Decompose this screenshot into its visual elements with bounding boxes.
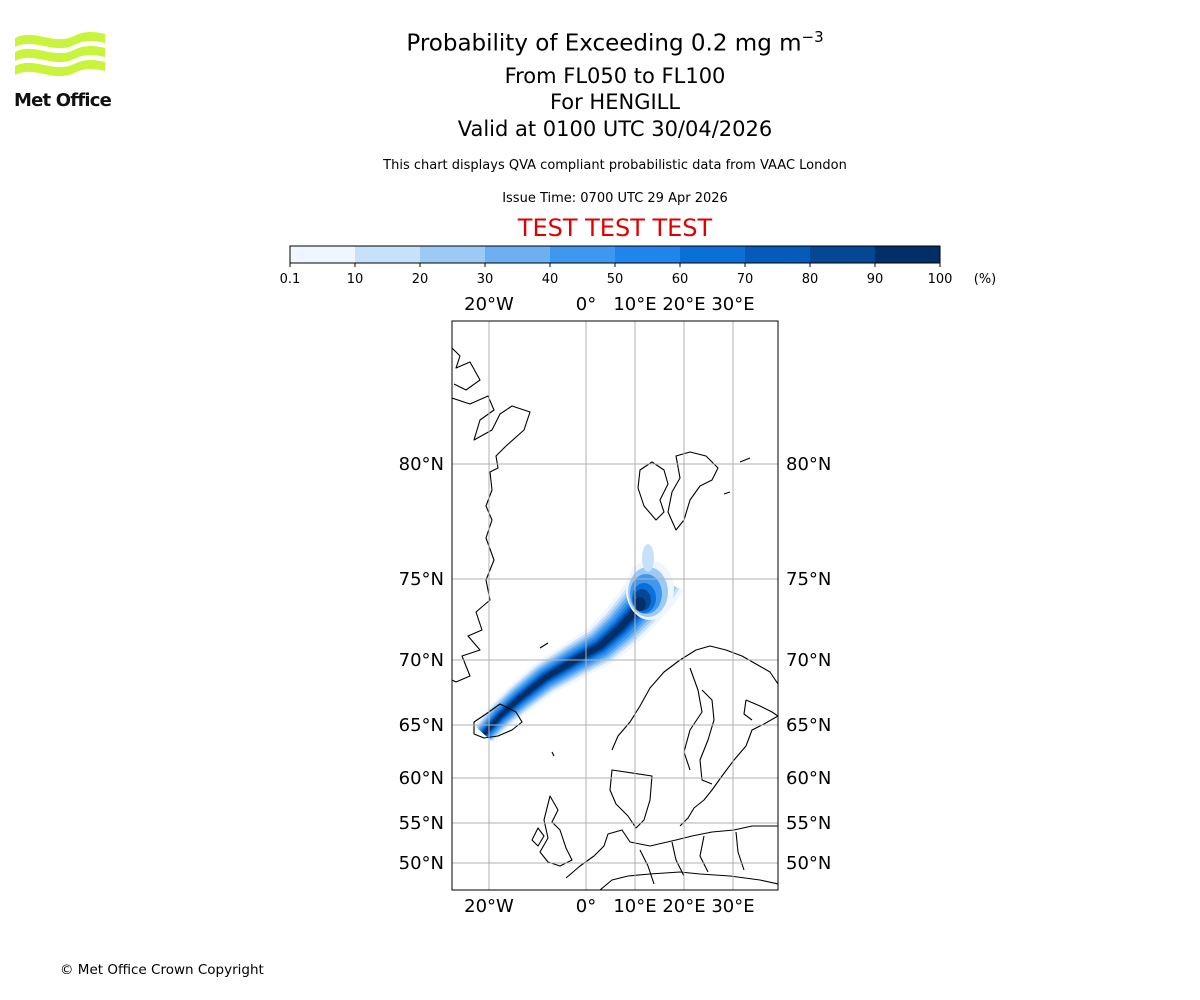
colorbar-tick-label: 0.1 (280, 272, 301, 287)
logo-wave-1 (15, 46, 105, 63)
longitude-label: 30°E (711, 294, 754, 315)
volcano-name: For HENGILL (549, 90, 681, 114)
colorbar-swatch (680, 246, 746, 263)
test-banner: TEST TEST TEST (517, 214, 713, 242)
longitude-label: 30°E (711, 896, 754, 917)
colorbar-tick-label: 20 (412, 272, 429, 287)
met-office-logo: Met Office (14, 30, 112, 112)
latitude-labels-right: 80°N 75°N 70°N 65°N 60°N 55°N 50°N (786, 454, 831, 874)
colorbar-tick-label: 50 (607, 272, 624, 287)
logo-text: Met Office (14, 90, 112, 111)
latitude-label: 80°N (399, 454, 444, 475)
longitude-label: 20°E (662, 896, 705, 917)
colorbar-tick-label: 70 (737, 272, 754, 287)
colorbar-swatch (420, 246, 486, 263)
colorbar-tick-label: 100 (928, 272, 953, 287)
colorbar-swatch (745, 246, 811, 263)
longitude-labels-top: 20°W 0° 10°E 20°E 30°E (464, 294, 754, 315)
longitude-label: 20°W (464, 896, 514, 917)
latitude-label: 65°N (399, 715, 444, 736)
latitude-label: 55°N (399, 813, 444, 834)
latitude-label: 75°N (786, 569, 831, 590)
longitude-label: 20°E (662, 294, 705, 315)
colorbar-swatch (485, 246, 551, 263)
map-gridlines (452, 321, 778, 890)
colorbar-swatch (875, 246, 941, 263)
latitude-label: 70°N (399, 650, 444, 671)
colorbar-swatch (355, 246, 421, 263)
latitude-label: 50°N (786, 853, 831, 874)
flight-level-range: From FL050 to FL100 (504, 64, 726, 88)
longitude-label: 0° (576, 896, 596, 917)
colorbar-swatch (615, 246, 681, 263)
met-office-wave-icon (15, 32, 105, 77)
colorbar-tick-label: 40 (542, 272, 559, 287)
colorbar-tick-label: 10 (347, 272, 364, 287)
latitude-label: 75°N (399, 569, 444, 590)
colorbar-tick-label: 80 (802, 272, 819, 287)
latitude-label: 70°N (786, 650, 831, 671)
latitude-label: 65°N (786, 715, 831, 736)
latitude-labels-left: 80°N 75°N 70°N 65°N 60°N 55°N 50°N (399, 454, 444, 874)
colorbar-tick-label: 60 (672, 272, 689, 287)
longitude-label: 10°E (613, 896, 656, 917)
chart-description: This chart displays QVA compliant probab… (383, 158, 847, 173)
latitude-label: 60°N (399, 768, 444, 789)
longitude-label: 10°E (613, 294, 656, 315)
latitude-label: 55°N (786, 813, 831, 834)
plume-fringe (642, 544, 654, 572)
chart-title: Probability of Exceeding 0.2 mg m−3 (406, 28, 824, 57)
latitude-label: 50°N (399, 853, 444, 874)
ash-probability-plume (474, 544, 683, 743)
copyright-notice: © Met Office Crown Copyright (60, 962, 264, 978)
latitude-label: 80°N (786, 454, 831, 475)
plume-head-band (634, 597, 646, 611)
issue-time: Issue Time: 0700 UTC 29 Apr 2026 (502, 191, 728, 206)
latitude-label: 60°N (786, 768, 831, 789)
plume-probability-band (482, 575, 664, 736)
longitude-labels-bottom: 20°W 0° 10°E 20°E 30°E (464, 896, 754, 917)
logo-wave-0 (15, 32, 105, 49)
coastlines (452, 347, 778, 890)
valid-time: Valid at 0100 UTC 30/04/2026 (457, 117, 773, 141)
colorbar-swatch (810, 246, 876, 263)
colorbar-swatch (550, 246, 616, 263)
colorbar: 0.1 10 20 30 40 50 60 70 80 90 100 (%) (280, 245, 997, 287)
longitude-label: 20°W (464, 294, 514, 315)
colorbar-unit: (%) (974, 272, 997, 287)
map-frame (451, 320, 779, 891)
logo-wave-2 (15, 60, 105, 77)
colorbar-tick-label: 30 (477, 272, 494, 287)
longitude-label: 0° (576, 294, 596, 315)
colorbar-swatch (290, 246, 356, 263)
colorbar-tick-label: 90 (867, 272, 884, 287)
